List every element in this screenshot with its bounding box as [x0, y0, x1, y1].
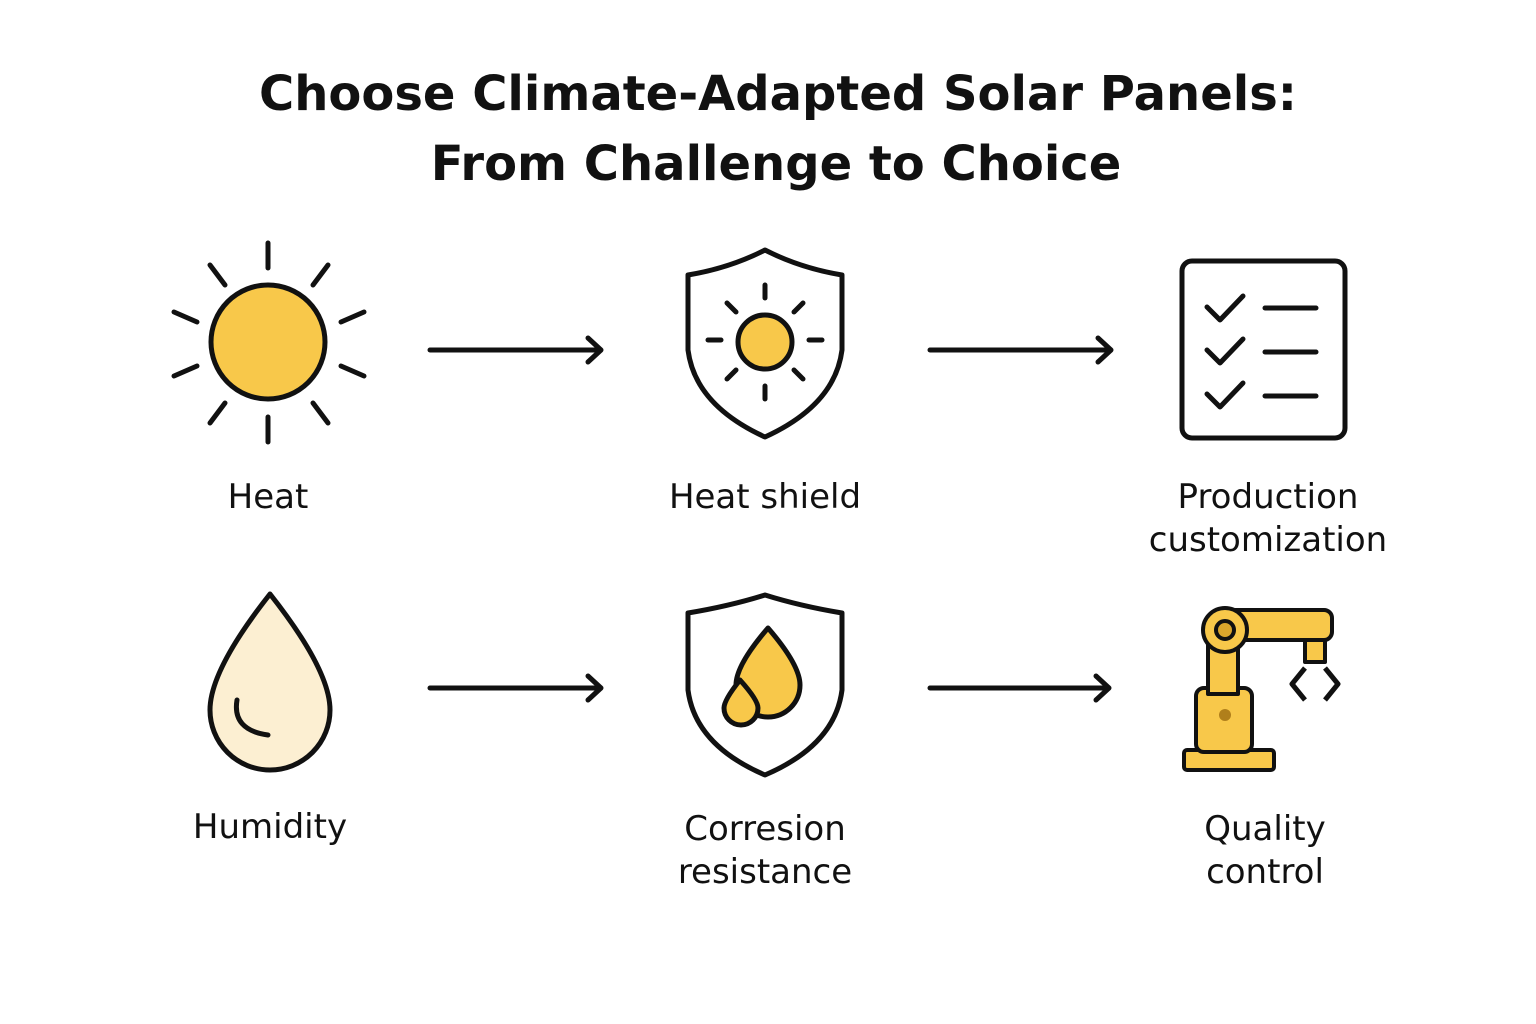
- title-line: Choose Climate-Adapted Solar Panels:: [259, 66, 1297, 122]
- shield-icon: [685, 592, 845, 778]
- arrow: [927, 673, 1112, 703]
- robot-icon: [1182, 606, 1341, 772]
- node-label: customization: [1149, 520, 1387, 560]
- arrow: [427, 673, 604, 703]
- node-label: Production: [1178, 477, 1359, 517]
- checklist-icon: [1179, 258, 1348, 441]
- node-label: Corresion: [684, 809, 846, 849]
- sun-icon: [171, 240, 367, 445]
- node-label: control: [1206, 852, 1324, 892]
- node-label: Humidity: [193, 807, 347, 847]
- arrow: [927, 335, 1114, 365]
- drop-icon: [207, 591, 333, 773]
- node-label: Heat shield: [669, 477, 861, 517]
- node-label: Quality: [1204, 809, 1326, 849]
- arrow: [427, 335, 604, 365]
- shield-icon: [685, 247, 845, 440]
- title-line: From Challenge to Choice: [431, 136, 1122, 192]
- node-label: resistance: [678, 852, 852, 892]
- node-label: Heat: [228, 477, 309, 517]
